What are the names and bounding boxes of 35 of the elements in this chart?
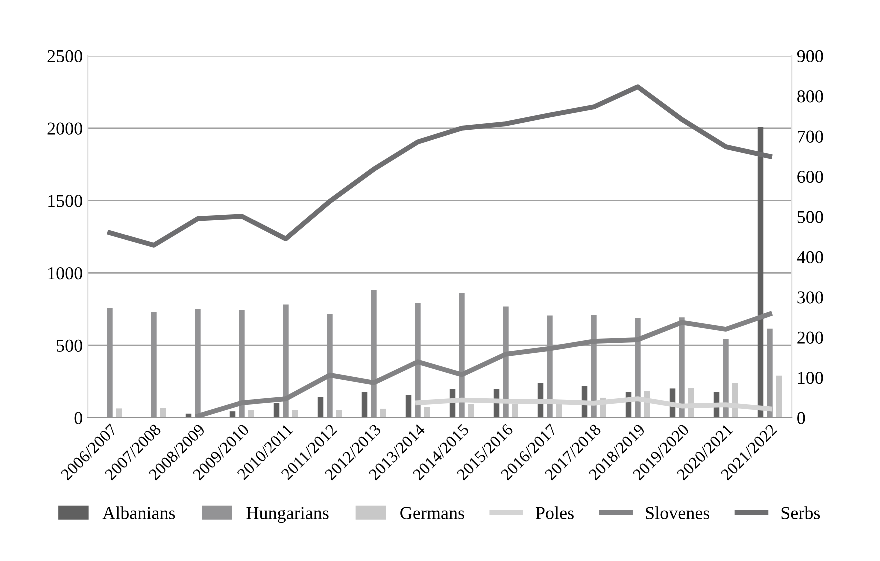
bar — [424, 407, 430, 418]
bar — [406, 395, 412, 418]
bar — [758, 127, 764, 418]
y-tick-label: 2000 — [48, 122, 82, 135]
y-tick-label: 1500 — [48, 195, 82, 208]
y2-tick-label: 100 — [798, 372, 824, 384]
y2-tick-label: 0 — [798, 412, 806, 424]
y2-tick-label: 900 — [797, 50, 824, 63]
line-series — [196, 312, 772, 418]
y2-tick-label: 600 — [798, 170, 824, 184]
legend-label: Hungarians — [246, 507, 329, 524]
y2-tick-label: 300 — [798, 292, 824, 304]
bar — [274, 403, 280, 418]
legend-label: Albanians — [102, 506, 176, 520]
legend-label: Serbs — [782, 506, 820, 520]
y2-tick-label: 400 — [797, 251, 824, 264]
legend-label: Poles — [536, 506, 574, 520]
y-tick-label: 500 — [57, 340, 82, 352]
y2-tick-label: 800 — [798, 90, 824, 103]
bar — [160, 408, 166, 418]
bar — [116, 408, 122, 418]
y2-tick-label: 200 — [798, 332, 824, 344]
legend-label: Germans — [400, 507, 464, 520]
bar — [776, 376, 782, 418]
bar — [380, 408, 386, 418]
bar — [362, 392, 368, 418]
y-tick-label: 1000 — [48, 267, 82, 280]
y-tick-label: 2500 — [48, 50, 82, 63]
bar — [230, 412, 236, 418]
bar — [318, 397, 324, 418]
legend-label: Slovenes — [646, 506, 710, 520]
y2-tick-label: 500 — [798, 211, 824, 224]
line-series — [108, 84, 772, 248]
y-tick-label: 0 — [74, 412, 82, 424]
y2-tick-label: 700 — [798, 130, 824, 143]
